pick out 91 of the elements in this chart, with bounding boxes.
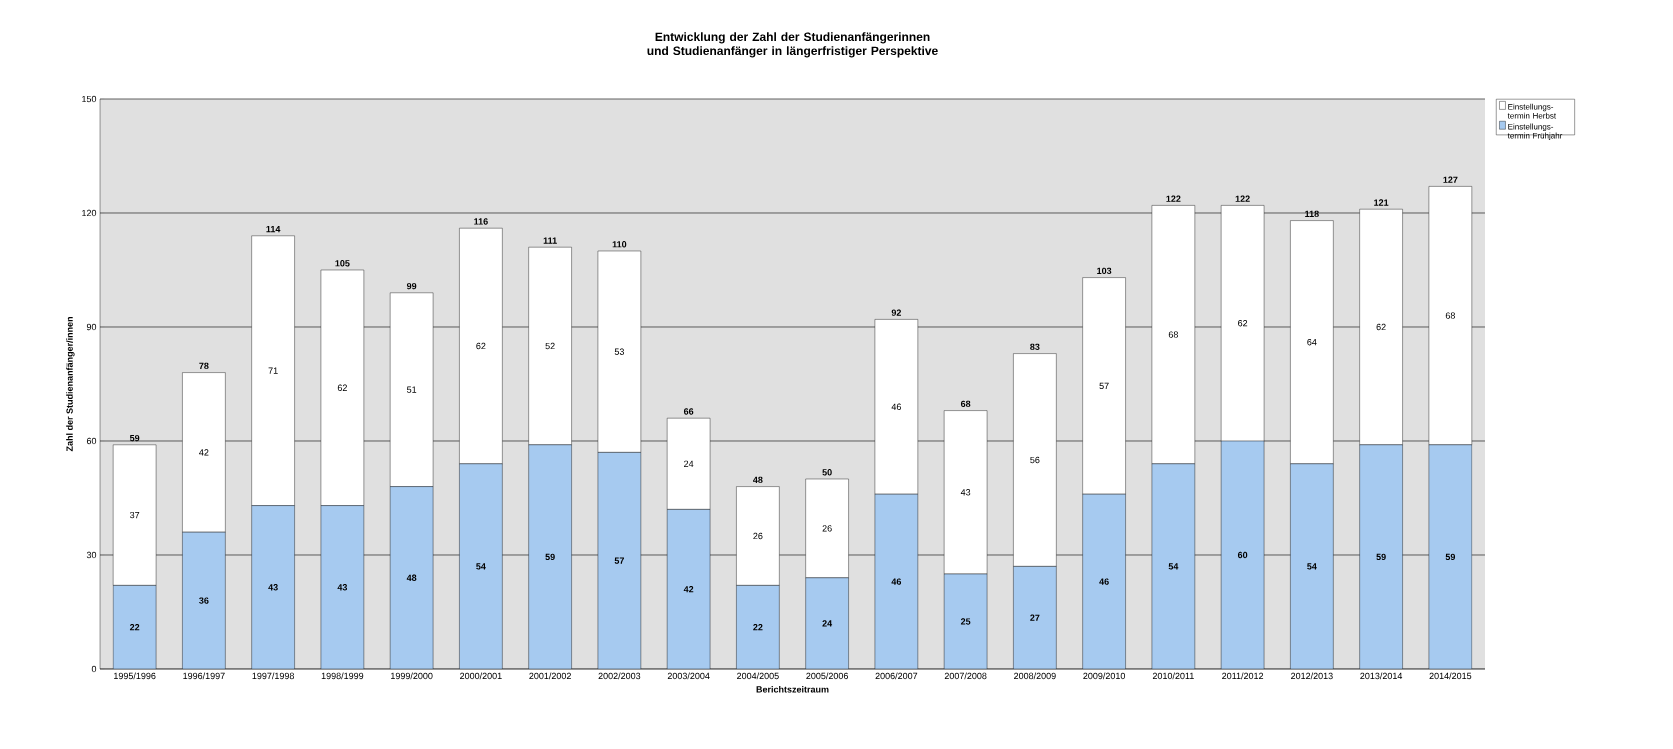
data-label: 42: [683, 586, 694, 593]
total-label: 127: [1443, 176, 1458, 183]
data-label: 43: [960, 489, 971, 496]
total-label: 48: [753, 476, 763, 484]
total-label: 121: [1374, 199, 1389, 206]
x-tick-label: 2003/2004: [667, 672, 710, 680]
total-label: 118: [1305, 210, 1319, 218]
data-label: 54: [1168, 563, 1179, 570]
data-label: 24: [822, 620, 833, 627]
y-axis-title: Zahl der Studienanfänger/innen: [66, 317, 75, 452]
data-label: 57: [1099, 382, 1109, 390]
total-label: 59: [129, 434, 140, 442]
total-label: 50: [822, 469, 832, 476]
total-label: 66: [683, 408, 694, 415]
data-label: 22: [753, 624, 763, 631]
x-tick-label: 2008/2009: [1014, 672, 1056, 680]
total-label: 68: [960, 400, 971, 408]
x-tick-label: 2009/2010: [1083, 672, 1126, 680]
x-axis-title: Berichtszeitraum: [756, 685, 829, 693]
data-label: 53: [614, 348, 624, 355]
x-tick-label: 2011/2012: [1222, 672, 1264, 680]
data-label: 26: [822, 525, 832, 532]
data-label: 46: [891, 403, 901, 410]
x-tick-label: 2012/2013: [1291, 672, 1333, 680]
data-label: 52: [545, 342, 555, 350]
data-label: 37: [129, 511, 140, 519]
x-tick-label: 2001/2002: [529, 672, 571, 680]
total-label: 83: [1030, 343, 1040, 351]
total-label: 116: [474, 218, 488, 225]
x-tick-label: 1997/1998: [252, 672, 294, 680]
data-label: 54: [1307, 563, 1317, 570]
data-label: 43: [268, 584, 278, 591]
data-label: 27: [1030, 614, 1040, 621]
data-label: 24: [684, 460, 694, 467]
y-tick-label: 90: [86, 323, 97, 331]
y-tick-label: 150: [82, 95, 97, 103]
data-label: 60: [1237, 551, 1248, 559]
x-tick-label: 1998/1999: [321, 672, 364, 680]
data-label: 54: [476, 563, 486, 570]
data-label: 59: [1445, 553, 1456, 561]
y-tick-label: 30: [86, 551, 97, 559]
total-label: 99: [406, 282, 417, 290]
x-tick-label: 2006/2007: [875, 672, 918, 680]
data-label: 42: [199, 449, 209, 456]
total-label: 111: [543, 237, 557, 244]
x-tick-label: 1999/2000: [391, 672, 433, 680]
x-tick-label: 1996/1997: [183, 672, 225, 680]
data-label: 64: [1307, 339, 1317, 346]
data-label: 48: [406, 574, 417, 581]
data-label: 62: [337, 384, 347, 391]
y-tick-label: 120: [82, 209, 97, 217]
x-tick-label: 2005/2006: [806, 672, 848, 680]
data-label: 68: [1168, 331, 1178, 338]
x-tick-label: 2002/2003: [598, 672, 641, 680]
legend-label: Einstellungs- termin Frühjahr: [1507, 123, 1563, 141]
total-label: 103: [1097, 267, 1112, 275]
x-tick-label: 1995/1996: [114, 672, 156, 680]
data-label: 26: [753, 532, 763, 540]
x-tick-label: 2013/2014: [1360, 672, 1403, 680]
y-tick-label: 0: [91, 665, 97, 673]
data-label: 43: [337, 584, 348, 591]
total-label: 122: [1166, 195, 1181, 202]
x-tick-label: 2010/2011: [1152, 672, 1194, 680]
total-label: 92: [891, 309, 902, 316]
x-tick-label: 2004/2005: [737, 672, 779, 680]
data-label: 46: [891, 578, 902, 585]
data-label: 56: [1030, 456, 1040, 464]
y-tick-label: 60: [86, 437, 97, 445]
data-label: 71: [268, 367, 278, 374]
data-label: 68: [1445, 312, 1455, 319]
data-label: 51: [406, 386, 417, 393]
data-label: 36: [199, 597, 209, 604]
data-label: 59: [1376, 553, 1386, 561]
x-tick-label: 2007/2008: [944, 672, 987, 680]
total-label: 122: [1235, 195, 1250, 202]
total-label: 114: [266, 226, 281, 233]
x-tick-label: 2014/2015: [1429, 672, 1472, 680]
total-label: 110: [612, 241, 627, 248]
data-label: 57: [614, 557, 624, 564]
legend-label: Einstellungs- termin Herbst: [1507, 103, 1557, 119]
data-label: 62: [1238, 320, 1248, 327]
data-label: 59: [545, 553, 555, 561]
total-label: 78: [199, 362, 209, 370]
data-label: 46: [1099, 578, 1109, 585]
chart-title: Entwicklung der Zahl der Studienanfängerinnen und Studienanfänger in längerfristiger Perspektive: [647, 32, 938, 58]
data-label: 22: [129, 624, 140, 631]
x-tick-label: 2000/2001: [460, 672, 502, 680]
data-label: 62: [1376, 323, 1386, 331]
data-label: 62: [476, 342, 486, 350]
data-label: 25: [960, 618, 971, 625]
total-label: 105: [335, 260, 350, 267]
